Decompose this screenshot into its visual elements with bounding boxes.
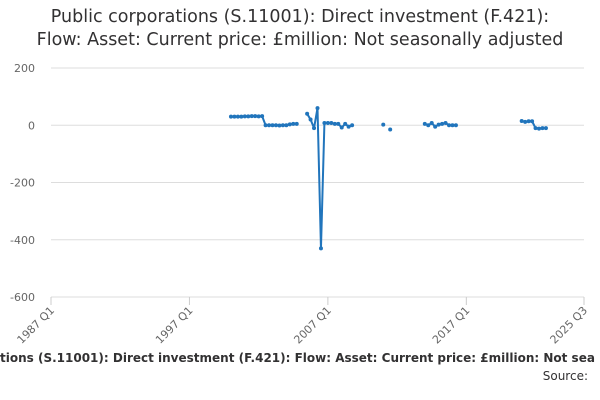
data-point bbox=[346, 124, 351, 129]
data-point bbox=[453, 123, 458, 128]
data-point bbox=[256, 114, 261, 119]
data-point bbox=[239, 114, 244, 119]
x-tick-label: 2017 Q1 bbox=[430, 304, 473, 347]
data-point bbox=[308, 117, 313, 122]
data-point bbox=[429, 120, 434, 125]
series-title: rations (S.11001): Direct investment (F.… bbox=[0, 351, 595, 365]
data-point bbox=[294, 121, 299, 126]
data-point bbox=[523, 119, 528, 124]
data-point bbox=[540, 126, 545, 131]
data-point bbox=[325, 120, 330, 125]
data-point bbox=[253, 114, 258, 119]
data-point bbox=[447, 123, 452, 128]
data-point bbox=[433, 124, 438, 129]
data-point bbox=[270, 123, 275, 128]
data-point bbox=[543, 126, 548, 131]
data-point bbox=[332, 121, 337, 126]
data-point bbox=[426, 123, 431, 128]
data-point bbox=[315, 106, 320, 111]
data-point bbox=[336, 121, 341, 126]
y-tick-label: 200 bbox=[14, 62, 35, 75]
data-point bbox=[322, 120, 327, 125]
data-point bbox=[273, 123, 278, 128]
source-label: Source: bbox=[542, 369, 588, 383]
data-point bbox=[526, 119, 531, 124]
data-point bbox=[318, 246, 323, 251]
data-point bbox=[443, 120, 448, 125]
data-point bbox=[343, 121, 348, 126]
x-tick-label: 2025 Q3 bbox=[548, 304, 591, 347]
data-point bbox=[530, 119, 535, 124]
data-point bbox=[287, 122, 292, 127]
chart-title-line-1: Public corporations (S.11001): Direct in… bbox=[50, 7, 550, 27]
y-tick-label: -600 bbox=[10, 291, 35, 304]
data-point bbox=[339, 125, 344, 130]
data-point bbox=[232, 114, 237, 119]
data-point bbox=[381, 122, 386, 127]
data-point bbox=[436, 122, 441, 127]
data-point bbox=[305, 111, 310, 116]
y-tick-label: 0 bbox=[28, 119, 35, 132]
data-point bbox=[291, 121, 296, 126]
data-point bbox=[440, 121, 445, 126]
data-point bbox=[263, 123, 268, 128]
data-point bbox=[537, 126, 542, 131]
data-point bbox=[267, 123, 272, 128]
x-tick-label: 1987 Q1 bbox=[15, 304, 58, 347]
chart-title: Public corporations (S.11001): Direct in… bbox=[0, 6, 600, 52]
data-point bbox=[284, 123, 289, 128]
data-point bbox=[249, 114, 254, 119]
data-point bbox=[312, 126, 317, 131]
data-point bbox=[280, 123, 285, 128]
chart-title-line-2: Flow: Asset: Current price: £million: No… bbox=[36, 30, 564, 50]
data-point bbox=[533, 126, 538, 131]
x-tick-label: 1997 Q1 bbox=[153, 304, 196, 347]
data-point bbox=[422, 121, 427, 126]
data-point bbox=[235, 114, 240, 119]
y-tick-label: -400 bbox=[10, 234, 35, 247]
y-tick-label: -200 bbox=[10, 177, 35, 190]
data-point bbox=[329, 120, 334, 125]
data-point bbox=[519, 118, 524, 123]
x-tick-label: 2007 Q1 bbox=[291, 304, 334, 347]
data-point bbox=[242, 114, 247, 119]
data-point bbox=[350, 123, 355, 128]
data-point bbox=[277, 123, 282, 128]
data-point bbox=[260, 114, 265, 119]
data-point bbox=[450, 123, 455, 128]
data-point bbox=[388, 127, 393, 132]
data-point bbox=[228, 114, 233, 119]
data-point bbox=[246, 114, 251, 119]
